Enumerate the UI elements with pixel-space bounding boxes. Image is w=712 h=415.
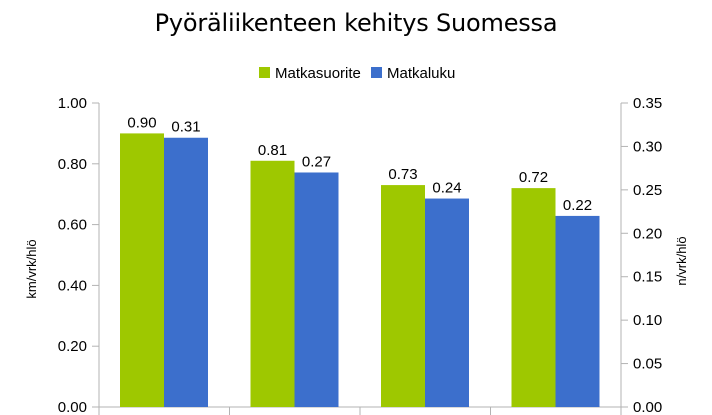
category-axis-ticks: [98, 407, 622, 415]
chart-title: Pyöräliikenteen kehitys Suomessa: [155, 9, 558, 37]
right-tick-label-3: 0.15: [633, 269, 662, 286]
left-tick-label-4: 0.80: [58, 156, 87, 173]
bar-matkaluku-2: [425, 198, 469, 407]
left-tick-label-3: 0.60: [58, 217, 87, 234]
legend-swatch-matkaluku: [371, 67, 382, 78]
bar-matkasuorite-2: [381, 185, 425, 407]
bar-matkaluku-0: [164, 137, 208, 407]
bar-matkasuorite-3: [511, 188, 556, 407]
bar-matkaluku-3: [555, 215, 600, 407]
data-label-matkaluku-1: 0.27: [302, 153, 331, 170]
left-tick-label-5: 1.00: [58, 95, 87, 112]
bar-matkasuorite-1: [250, 160, 295, 407]
right-tick-label-7: 0.35: [633, 95, 662, 112]
left-axis-ticks: 0.00 0.20 0.40 0.60 0.80 1.00: [58, 95, 99, 415]
legend-swatch-matkasuorite: [259, 67, 270, 78]
left-axis-label: km/vrk/hlö: [24, 239, 39, 298]
bar-matkasuorite-0: [120, 133, 164, 407]
left-tick-label-2: 0.40: [58, 277, 87, 294]
legend-label-matkasuorite: Matkasuorite: [275, 65, 361, 82]
data-label-matkasuorite-3: 0.72: [519, 169, 548, 186]
right-axis-label: n/vrk/hlö: [674, 236, 689, 285]
legend-label-matkaluku: Matkaluku: [387, 65, 455, 82]
right-tick-label-6: 0.30: [633, 138, 662, 155]
data-label-matkaluku-0: 0.31: [171, 119, 200, 136]
data-label-matkaluku-2: 0.24: [432, 180, 461, 197]
data-labels: 0.90 0.81 0.73 0.72 0.31 0.27 0.24 0.22: [127, 114, 592, 214]
bars: [120, 133, 600, 407]
right-tick-label-5: 0.25: [633, 182, 662, 199]
right-tick-label-2: 0.10: [633, 312, 662, 329]
legend: Matkasuorite Matkaluku: [259, 65, 455, 82]
right-axis-ticks: 0.00 0.05 0.10 0.15 0.20 0.25 0.30 0.35: [621, 95, 662, 415]
right-tick-label-1: 0.05: [633, 356, 662, 373]
left-tick-label-1: 0.20: [58, 338, 87, 355]
data-label-matkasuorite-0: 0.90: [127, 114, 156, 131]
left-tick-label-0: 0.00: [58, 399, 87, 415]
data-label-matkaluku-3: 0.22: [563, 197, 592, 214]
data-label-matkasuorite-1: 0.81: [258, 142, 287, 159]
data-label-matkasuorite-2: 0.73: [388, 166, 417, 183]
right-tick-label-4: 0.20: [633, 225, 662, 242]
bar-matkaluku-1: [294, 172, 339, 407]
right-tick-label-0: 0.00: [633, 399, 662, 415]
